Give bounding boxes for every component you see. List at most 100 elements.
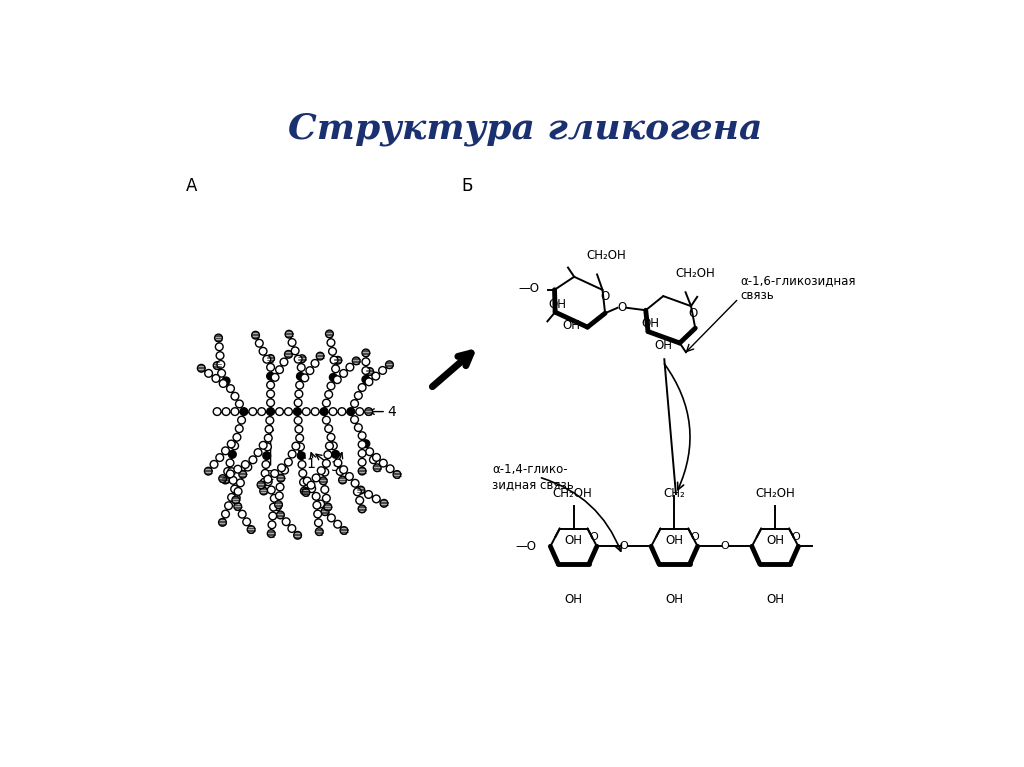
Circle shape [357,486,365,494]
Circle shape [302,489,310,496]
Circle shape [238,416,246,424]
Circle shape [311,408,319,416]
Circle shape [270,495,279,502]
Text: —O: —O [515,540,537,553]
Circle shape [270,469,279,477]
Circle shape [324,451,332,459]
Circle shape [393,471,400,479]
Circle shape [313,510,322,518]
Circle shape [276,474,285,482]
Circle shape [285,351,292,358]
Circle shape [311,360,318,367]
Circle shape [339,476,346,484]
Circle shape [239,470,247,478]
Circle shape [296,381,303,389]
Circle shape [299,469,306,477]
Circle shape [332,365,340,373]
Circle shape [275,366,284,374]
Circle shape [285,408,292,416]
Circle shape [226,459,233,467]
Circle shape [274,501,283,509]
Circle shape [303,477,311,485]
Circle shape [239,510,246,518]
Circle shape [219,380,227,387]
Circle shape [297,364,305,371]
Circle shape [352,357,360,365]
Text: 4: 4 [388,404,396,419]
Circle shape [230,486,239,493]
Circle shape [249,456,257,464]
Circle shape [278,464,286,472]
Circle shape [374,464,381,472]
Circle shape [234,488,242,495]
Circle shape [324,503,332,511]
Text: O: O [791,532,800,542]
Circle shape [294,416,302,424]
Circle shape [356,408,364,416]
Circle shape [354,424,362,432]
Text: OH: OH [666,593,683,605]
Circle shape [308,485,315,492]
Circle shape [266,354,274,362]
Circle shape [350,416,358,423]
Text: CH₂OH: CH₂OH [587,249,627,262]
Circle shape [380,459,387,467]
Circle shape [307,482,315,489]
Circle shape [356,496,364,504]
Circle shape [198,364,205,372]
Circle shape [334,520,342,528]
Circle shape [315,528,324,535]
Circle shape [236,425,243,433]
Circle shape [263,452,270,459]
Circle shape [362,358,370,366]
Circle shape [266,408,274,416]
Circle shape [216,454,223,462]
Text: OH: OH [655,339,673,352]
Circle shape [316,352,324,360]
Circle shape [300,487,308,495]
Text: α-1,6-гликозидная
связь: α-1,6-гликозидная связь [740,275,856,302]
Circle shape [300,479,307,486]
Circle shape [295,426,303,433]
Circle shape [273,503,282,511]
Circle shape [366,378,373,386]
Circle shape [259,442,267,449]
Circle shape [330,442,337,449]
Circle shape [266,364,274,371]
Circle shape [329,408,337,416]
Circle shape [354,392,362,400]
Circle shape [323,459,330,467]
Circle shape [353,488,361,495]
Circle shape [297,452,305,459]
Circle shape [326,442,334,449]
Circle shape [338,408,346,416]
Circle shape [281,466,289,474]
Circle shape [222,377,230,385]
Circle shape [340,466,347,473]
Circle shape [313,502,321,509]
Text: O: O [690,532,699,542]
Circle shape [386,465,394,472]
Circle shape [264,434,272,442]
Circle shape [242,461,249,469]
Circle shape [312,492,321,500]
Circle shape [340,527,348,535]
Text: CH₂: CH₂ [664,487,685,500]
Circle shape [261,469,269,477]
Circle shape [231,496,240,504]
Text: OH: OH [766,593,784,605]
Circle shape [370,456,377,463]
Circle shape [294,399,302,407]
Circle shape [266,399,274,407]
Circle shape [294,532,301,539]
Circle shape [266,416,273,424]
Circle shape [219,475,226,482]
Circle shape [380,499,388,507]
Circle shape [358,384,366,391]
Circle shape [358,467,366,475]
Text: Б: Б [461,176,473,195]
Circle shape [213,408,221,416]
Circle shape [231,408,239,416]
Circle shape [222,408,230,416]
Circle shape [247,525,255,533]
